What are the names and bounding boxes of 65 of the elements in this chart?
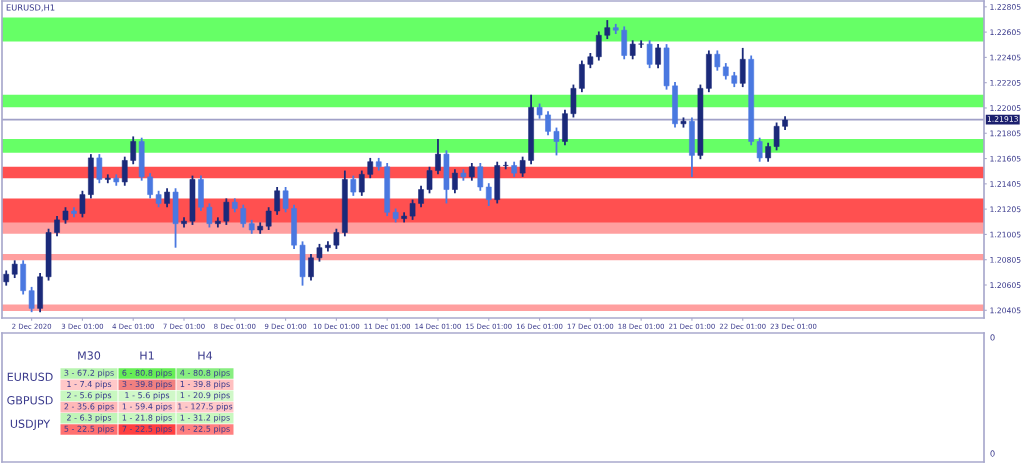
candlestick: [79, 189, 86, 219]
candlestick: [773, 121, 780, 152]
text: 5 - 22.5 pips: [64, 425, 114, 434]
candlestick: [587, 52, 594, 70]
candlestick: [138, 136, 145, 182]
text: 2 - 6.3 pips: [67, 414, 112, 423]
chart-title: EURUSD,H1: [6, 4, 55, 12]
candlestick: [282, 186, 289, 214]
candlestick: [629, 39, 636, 61]
text: H4: [198, 351, 213, 360]
candlestick: [443, 149, 450, 205]
text: 4 - 22.5 pips: [180, 425, 230, 434]
text: 3 - 39.8 pips: [122, 380, 172, 389]
candlestick: [663, 43, 670, 91]
text: M30: [78, 351, 101, 360]
text: 0: [990, 334, 995, 341]
candlestick: [570, 83, 577, 119]
candlestick: [392, 207, 399, 224]
text: 7 - 22.5 pips: [122, 425, 172, 434]
candlestick: [265, 206, 272, 231]
candlestick: [426, 165, 433, 195]
text: 4 - 80.8 pips: [180, 369, 230, 378]
candlestick: [553, 126, 560, 157]
candlestick: [223, 197, 230, 226]
candlestick: [756, 136, 763, 163]
candlestick: [612, 22, 619, 35]
candlestick: [460, 168, 467, 182]
candlestick: [409, 198, 416, 221]
text: EURUSD: [7, 372, 53, 381]
candlestick: [71, 206, 77, 219]
text: 1 - 127.5 pips: [178, 403, 233, 411]
candlestick: [714, 49, 721, 72]
text: 1 - 7.4 pips: [67, 380, 112, 389]
text: 0: [990, 450, 995, 457]
candlestick: [638, 39, 644, 49]
candlestick: [401, 211, 407, 224]
text: 3 - 67.2 pips: [64, 369, 114, 378]
candlestick: [350, 174, 357, 197]
candlestick: [333, 227, 340, 250]
text: 1 - 21.8 pips: [122, 414, 172, 423]
candlestick: [215, 216, 221, 229]
candlestick: [181, 216, 187, 229]
text: 1 - 20.9 pips: [180, 392, 230, 400]
candlestick: [155, 189, 162, 209]
text: 1 - 39.8 pips: [180, 380, 230, 389]
candlestick: [172, 187, 179, 249]
text: 1 - 59.4 pips: [122, 403, 172, 411]
text: USDJPY: [10, 419, 51, 430]
text: 1 - 5.6 pips: [125, 392, 170, 400]
candlestick: [502, 160, 509, 171]
candlestick: [519, 155, 526, 178]
text: GBPUSD: [7, 396, 53, 405]
candlestick: [646, 39, 653, 70]
text: H1: [140, 351, 154, 360]
text: 6 - 80.8 pips: [122, 369, 172, 378]
text: 1 - 31.2 pips: [180, 414, 230, 423]
candlestick: [697, 83, 704, 161]
candlestick: [45, 227, 52, 282]
candlestick: [28, 285, 35, 314]
candlestick: [189, 174, 196, 226]
candlestick: [96, 153, 103, 185]
candlestick: [206, 202, 213, 229]
text: 2 - 35.6 pips: [64, 403, 114, 411]
text: 2 - 5.6 pips: [67, 392, 112, 400]
candlestick: [299, 240, 306, 287]
